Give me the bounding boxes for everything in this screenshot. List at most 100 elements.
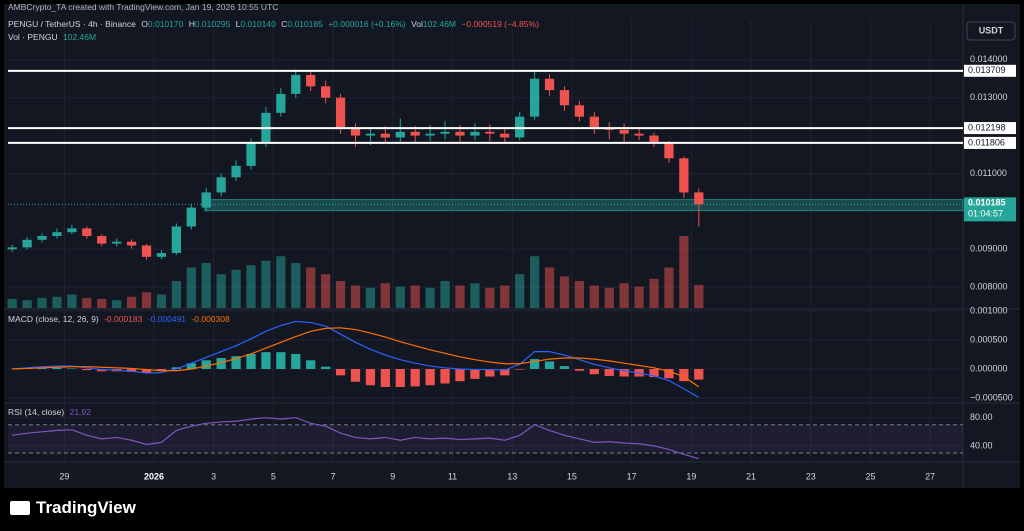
candle-body <box>679 158 689 193</box>
candle-body <box>171 226 181 254</box>
volume-bar <box>679 236 689 308</box>
credit: AMBCrypto_TA created with TradingView.co… <box>8 2 279 12</box>
candle-body <box>141 245 152 257</box>
volume-bar <box>395 286 405 308</box>
ohlc-key: O <box>141 19 148 29</box>
currency-button[interactable] <box>966 21 1016 41</box>
candle-body <box>470 131 480 136</box>
macd-histogram-bar <box>649 368 659 378</box>
header: AMBCrypto_TA created with TradingView.co… <box>8 1 542 44</box>
candle-body <box>97 236 107 244</box>
macd-histogram-bar <box>470 368 480 379</box>
y-tick-label: 0.014000 <box>970 54 1008 64</box>
volume-bar <box>67 294 77 308</box>
candle-body <box>335 97 346 128</box>
volume-bar <box>7 299 17 308</box>
macd-histogram-bar <box>589 368 599 375</box>
candle-body <box>37 236 47 240</box>
candle-body <box>126 241 137 246</box>
volume-bar <box>171 281 181 308</box>
volume-bar <box>82 297 92 308</box>
macd-histogram-bar <box>544 361 555 369</box>
volume-bar <box>126 296 137 308</box>
footer: TradingView <box>10 498 136 518</box>
candle-body <box>455 131 465 136</box>
macd-histogram-bar <box>455 368 465 382</box>
candle-body <box>559 90 570 106</box>
candle-body <box>291 74 301 94</box>
macd-histogram-bar <box>604 368 614 376</box>
volume-bar <box>52 296 62 308</box>
candle-body <box>276 93 286 113</box>
x-tick-label: 3 <box>211 471 216 481</box>
support-zone <box>204 199 964 212</box>
candle-body <box>485 131 495 134</box>
volume-bar <box>291 263 301 308</box>
volume-bar <box>440 281 450 308</box>
candle-body <box>216 177 226 193</box>
candle-body <box>246 143 256 166</box>
candle-body <box>306 74 316 87</box>
x-tick-label: 25 <box>865 471 875 481</box>
macd-histogram-bar <box>276 352 286 369</box>
volume-bar <box>335 281 346 308</box>
volume-bar <box>574 281 585 308</box>
y-tick-label: 0.009000 <box>970 244 1008 254</box>
volume-bar <box>649 278 659 308</box>
currency-label[interactable]: USDT <box>979 25 1004 35</box>
candle-body <box>156 253 167 257</box>
macd-histogram-bar <box>529 359 540 369</box>
candle-body <box>321 86 331 98</box>
ohlc-key: L <box>235 19 241 29</box>
candle-body <box>634 133 644 136</box>
macd-histogram-bar <box>321 366 331 369</box>
volume-bar <box>246 265 256 308</box>
ohlc-value: 0.010170 <box>147 19 184 29</box>
volume-bar <box>455 285 465 308</box>
macd-histogram-bar <box>515 368 525 370</box>
macd-histogram-bar <box>201 360 211 369</box>
rsi-legend: RSI (14, close) 21.92 <box>8 406 94 419</box>
candle-body <box>365 133 376 136</box>
vol-key: Vol <box>411 19 423 29</box>
x-tick-label: 23 <box>806 471 816 481</box>
macd-histogram-bar <box>410 368 420 387</box>
volume-bar <box>380 283 390 308</box>
level-label: 0.013709 <box>968 65 1006 75</box>
x-tick-label: 15 <box>567 471 577 481</box>
volume-bar <box>201 263 211 308</box>
volume-bar <box>22 300 32 308</box>
volume-bar <box>37 297 47 308</box>
macd-legend: MACD (close, 12, 26, 9) -0.000183 -0.000… <box>8 313 233 326</box>
macd-histogram-bar <box>440 368 450 384</box>
macd-histogram-bar <box>67 368 77 369</box>
macd-title: MACD (close, 12, 26, 9) <box>8 314 99 324</box>
candle-body <box>395 131 405 138</box>
brand-logo <box>10 501 30 515</box>
candle-body <box>112 241 122 244</box>
x-tick-label: 13 <box>507 471 517 481</box>
candle-body <box>22 239 32 248</box>
volume-bar <box>544 267 555 308</box>
macd-histogram-bar <box>156 368 167 371</box>
level-label-box <box>964 136 1016 149</box>
ohlc-key: C <box>281 19 288 29</box>
volume-bar <box>664 267 674 308</box>
macd-histogram-bar <box>52 367 62 369</box>
macd-histogram-bar <box>425 368 435 386</box>
volume-bar <box>216 274 226 308</box>
macd-histogram-bar <box>82 368 92 371</box>
candle-body <box>201 192 211 208</box>
macd-histogram-bar <box>679 368 689 382</box>
volume-bar <box>186 267 196 308</box>
volume-bar <box>529 256 540 308</box>
volume-bar <box>141 292 152 308</box>
macd-histogram-bar <box>500 368 510 376</box>
symbol-row: PENGU / TetherUS · 4h · Binance O0.01017… <box>8 18 542 31</box>
volume-bar <box>500 285 510 308</box>
change: +0.000016 (+0.16%) <box>328 19 406 29</box>
candle-body <box>186 207 196 227</box>
vol-change: −0.000519 (−4.85%) <box>461 19 539 29</box>
macd-histogram-bar <box>694 368 704 380</box>
